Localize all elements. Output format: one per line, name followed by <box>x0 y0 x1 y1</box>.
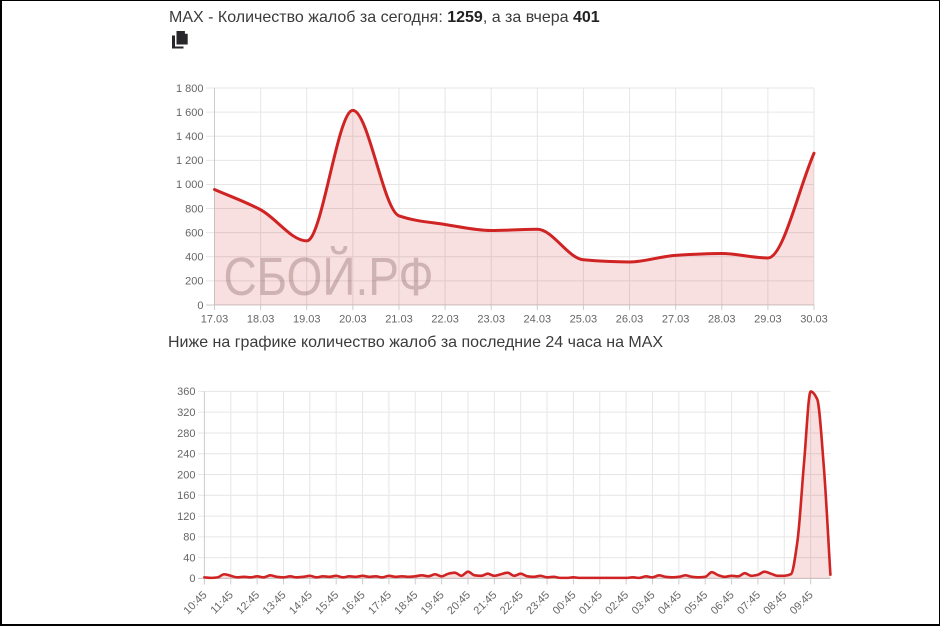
svg-text:200: 200 <box>185 276 203 288</box>
svg-text:21.03: 21.03 <box>385 314 413 326</box>
svg-text:1 800: 1 800 <box>176 83 204 95</box>
svg-text:11:45: 11:45 <box>209 589 236 616</box>
svg-text:23.03: 23.03 <box>477 314 505 326</box>
svg-text:80: 80 <box>183 532 195 544</box>
svg-text:19.03: 19.03 <box>293 314 321 326</box>
svg-text:23:45: 23:45 <box>524 589 552 617</box>
svg-text:03:45: 03:45 <box>630 589 658 617</box>
svg-text:280: 280 <box>177 428 195 440</box>
svg-text:26.03: 26.03 <box>616 314 644 326</box>
svg-text:12:45: 12:45 <box>234 589 262 617</box>
svg-text:27.03: 27.03 <box>662 314 690 326</box>
svg-text:0: 0 <box>189 573 195 585</box>
svg-text:09:45: 09:45 <box>788 589 816 617</box>
svg-text:05:45: 05:45 <box>682 589 710 617</box>
svg-text:360: 360 <box>177 386 195 398</box>
svg-text:160: 160 <box>177 490 195 502</box>
svg-text:1 000: 1 000 <box>176 179 204 191</box>
svg-text:18:45: 18:45 <box>392 589 420 617</box>
svg-text:22.03: 22.03 <box>431 314 459 326</box>
svg-text:40: 40 <box>183 552 195 564</box>
svg-text:240: 240 <box>177 449 195 461</box>
svg-text:25.03: 25.03 <box>570 314 598 326</box>
svg-text:20:45: 20:45 <box>445 589 473 617</box>
svg-text:17:45: 17:45 <box>366 589 394 617</box>
svg-text:СБОЙ.РФ: СБОЙ.РФ <box>224 246 434 307</box>
svg-text:800: 800 <box>185 203 203 215</box>
svg-text:06:45: 06:45 <box>709 589 737 617</box>
svg-text:1 200: 1 200 <box>176 155 204 167</box>
svg-text:30.03: 30.03 <box>800 314 828 326</box>
svg-text:15:45: 15:45 <box>313 589 341 617</box>
svg-text:320: 320 <box>177 407 195 419</box>
svg-text:14:45: 14:45 <box>287 589 315 617</box>
svg-text:29.03: 29.03 <box>754 314 782 326</box>
svg-text:21:45: 21:45 <box>472 589 500 617</box>
svg-text:20.03: 20.03 <box>339 314 367 326</box>
svg-text:200: 200 <box>177 469 195 481</box>
svg-text:13:45: 13:45 <box>261 589 289 617</box>
svg-text:17.03: 17.03 <box>201 314 229 326</box>
svg-text:22:45: 22:45 <box>498 589 526 617</box>
svg-text:600: 600 <box>185 227 203 239</box>
svg-text:24.03: 24.03 <box>524 314 552 326</box>
svg-text:02:45: 02:45 <box>603 589 631 617</box>
svg-text:19:45: 19:45 <box>419 589 447 617</box>
svg-text:0: 0 <box>197 300 203 312</box>
svg-text:400: 400 <box>185 252 203 264</box>
svg-text:1 600: 1 600 <box>176 107 204 119</box>
svg-text:04:45: 04:45 <box>656 589 684 617</box>
svg-text:07:45: 07:45 <box>735 589 763 617</box>
svg-text:18.03: 18.03 <box>247 314 275 326</box>
svg-text:16:45: 16:45 <box>340 589 368 617</box>
svg-text:08:45: 08:45 <box>761 589 789 617</box>
svg-text:10:45: 10:45 <box>182 589 210 617</box>
svg-text:28.03: 28.03 <box>708 314 736 326</box>
svg-text:1 400: 1 400 <box>176 131 204 143</box>
svg-text:01:45: 01:45 <box>577 589 605 617</box>
svg-text:00:45: 00:45 <box>551 589 579 617</box>
svg-text:120: 120 <box>177 511 195 523</box>
